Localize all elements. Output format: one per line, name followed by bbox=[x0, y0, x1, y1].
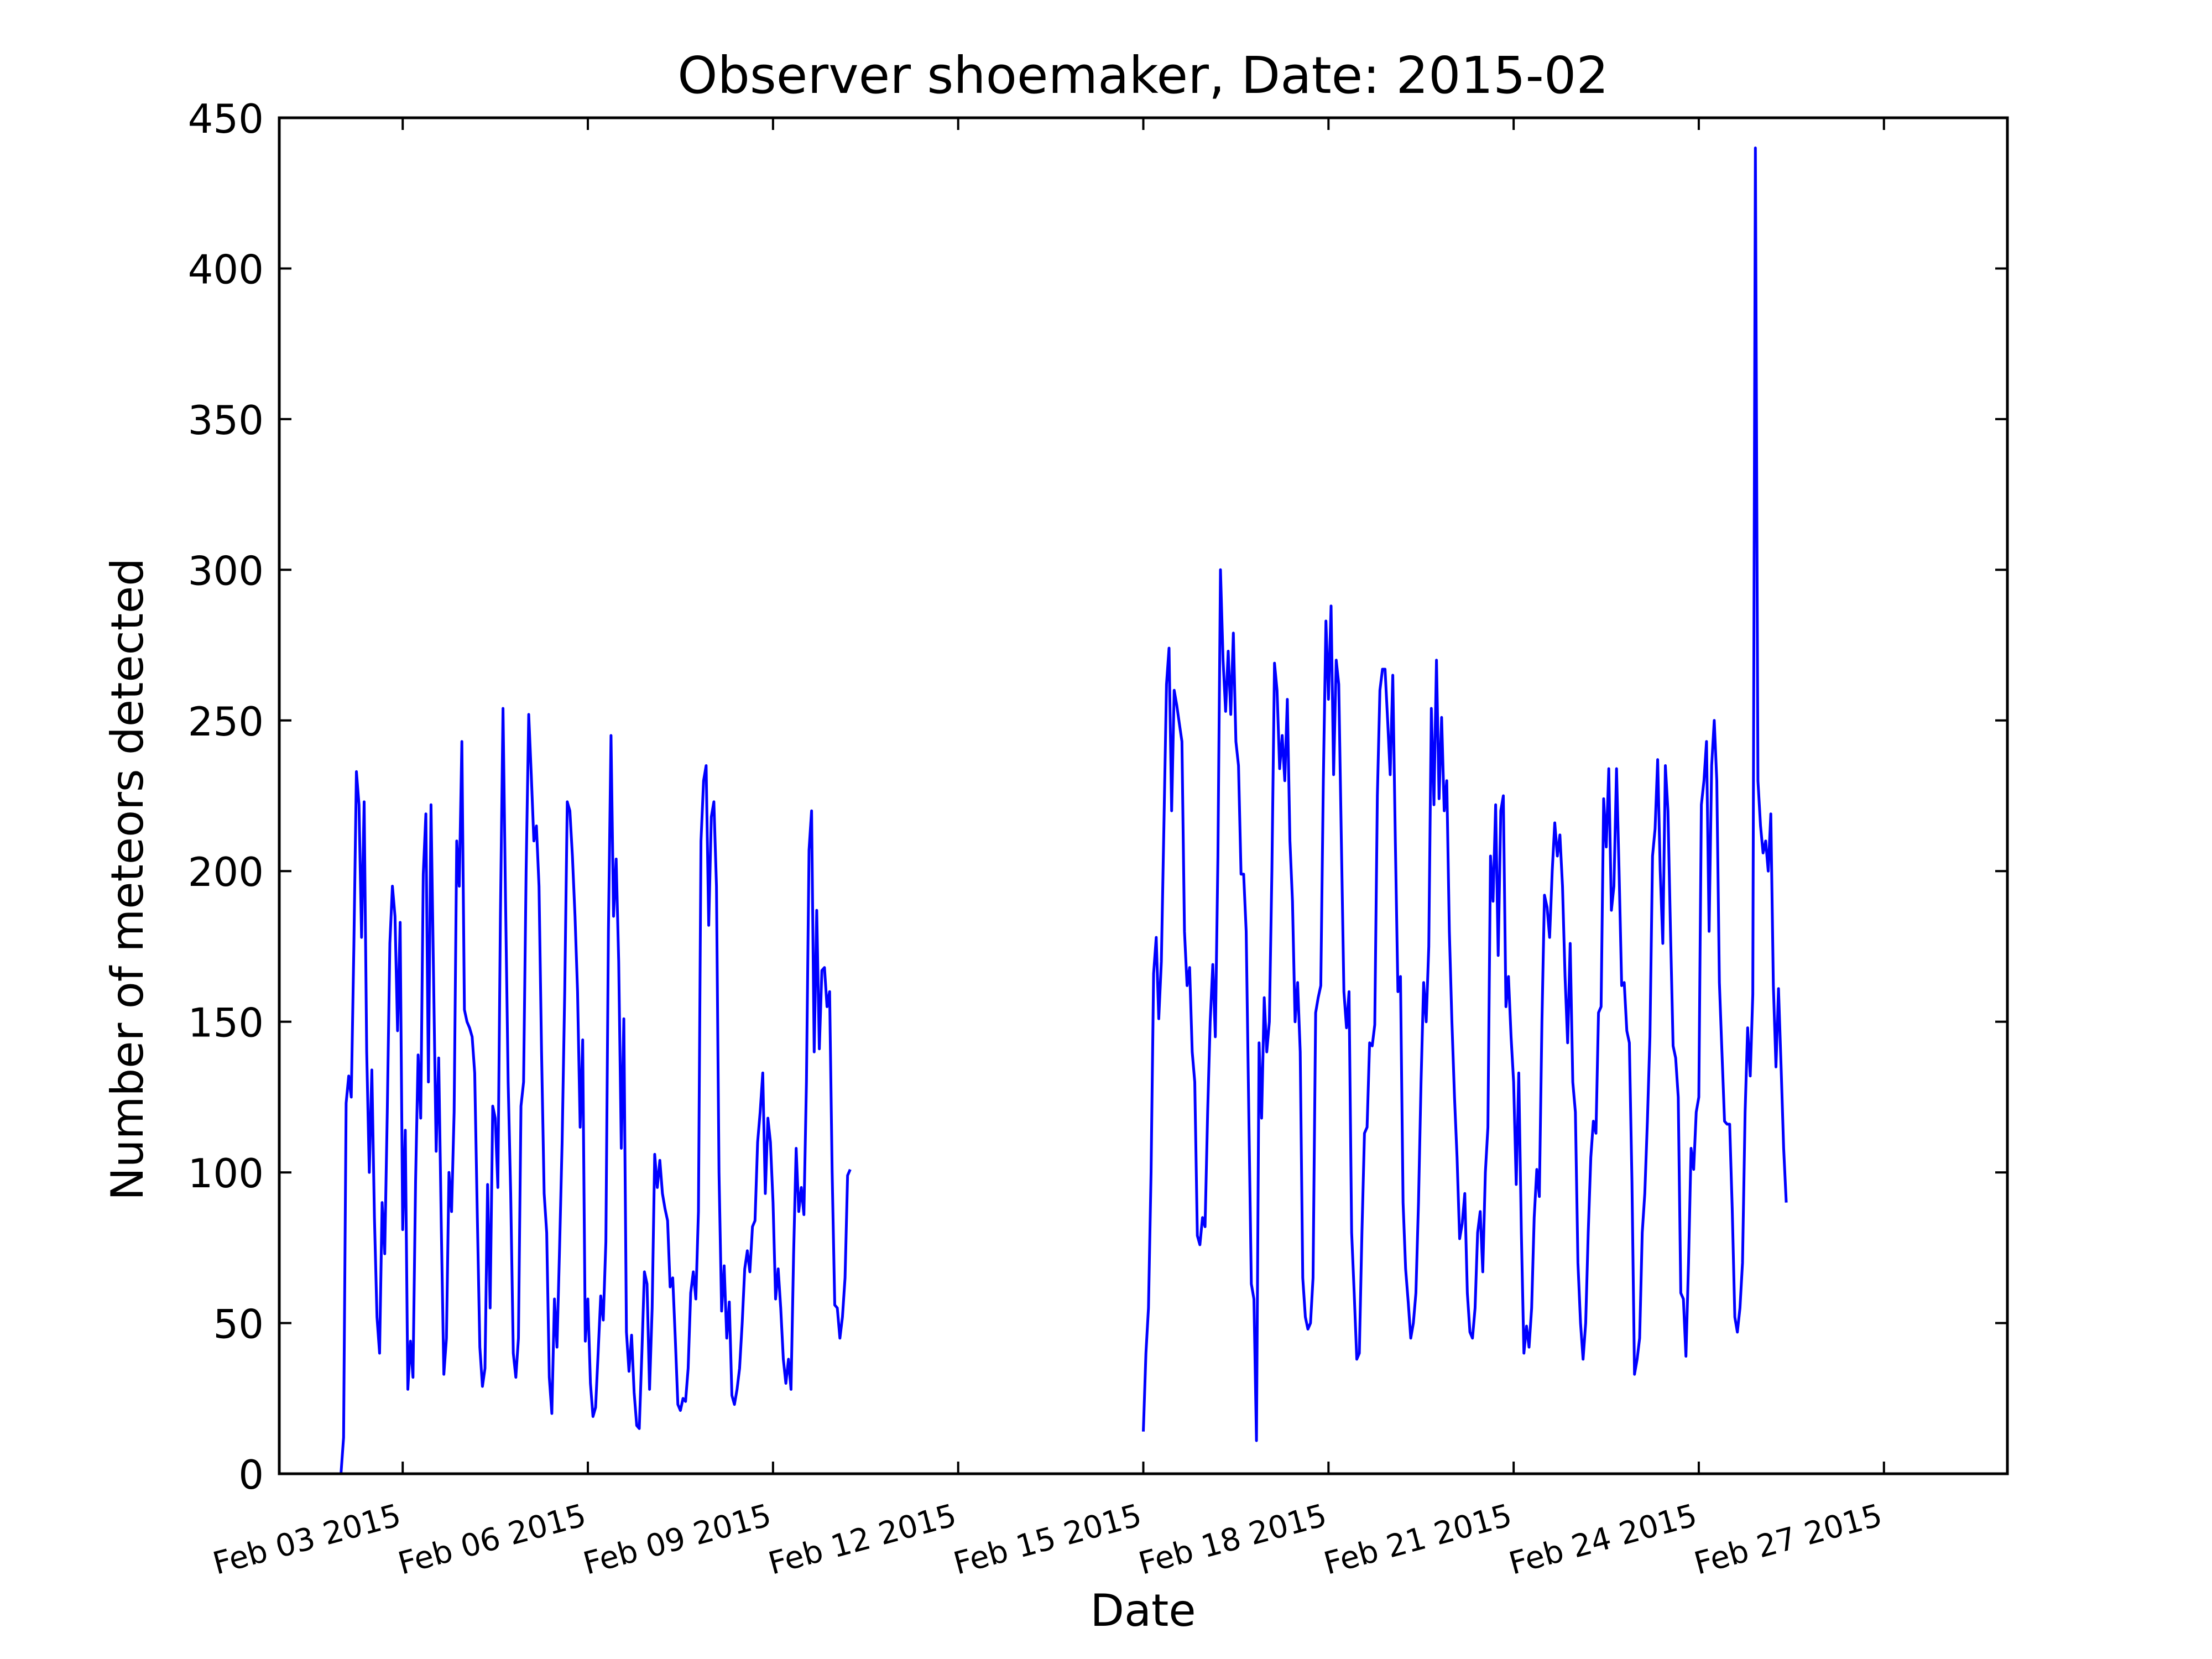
x-axis-label: Date bbox=[1090, 1585, 1196, 1636]
y-tick-label: 0 bbox=[238, 1452, 264, 1498]
chart-title: Observer shoemaker, Date: 2015-02 bbox=[677, 46, 1609, 105]
y-tick-label: 400 bbox=[188, 246, 264, 293]
y-axis-label: Number of meteors detected bbox=[102, 558, 153, 1201]
y-tick-label: 250 bbox=[188, 698, 264, 745]
y-tick-label: 200 bbox=[188, 849, 264, 895]
y-tick-label: 350 bbox=[188, 397, 264, 444]
y-tick-label: 50 bbox=[213, 1301, 264, 1348]
y-tick-label: 150 bbox=[188, 1000, 264, 1046]
y-tick-label: 100 bbox=[188, 1150, 264, 1197]
y-tick-label: 300 bbox=[188, 547, 264, 594]
y-tick-label: 450 bbox=[188, 96, 264, 142]
